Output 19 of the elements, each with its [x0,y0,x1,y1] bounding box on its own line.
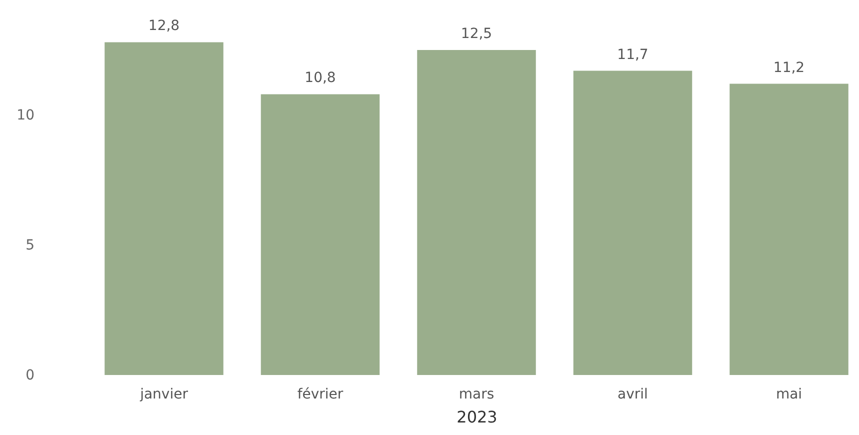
x-tick-label: janvier [139,386,188,402]
y-tick-label: 5 [26,238,34,254]
bar [573,70,692,375]
y-tick-label: 0 [26,368,34,384]
x-tick-label: avril [618,386,648,402]
text: 11,2 [773,60,805,76]
y-tick-label: 10 [16,108,34,124]
x-tick-label: mai [776,386,802,402]
text: 12,8 [148,18,180,34]
bar [260,94,380,375]
text: 10,8 [304,70,336,86]
bar [104,42,224,375]
x-axis-title: 2023 [456,408,498,426]
text: 12,5 [460,26,492,42]
x-tick-label: mars [458,386,494,402]
bar [417,50,536,375]
text: 11,7 [617,46,648,63]
x-tick-label: février [297,386,344,402]
bar [730,84,848,375]
